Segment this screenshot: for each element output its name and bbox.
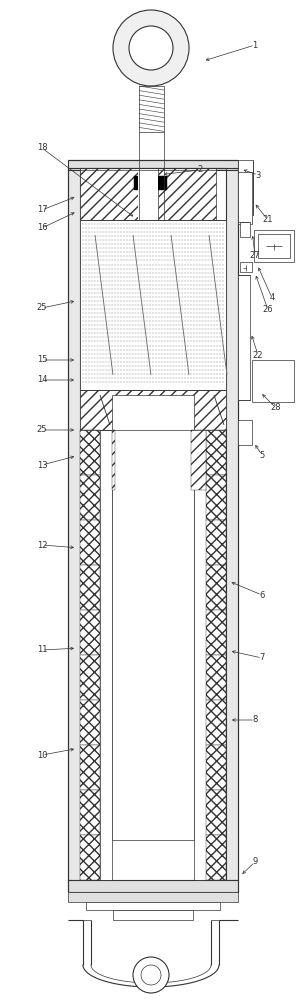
Bar	[80, 168, 138, 220]
Circle shape	[141, 965, 161, 985]
Bar	[112, 395, 194, 840]
Bar	[191, 430, 206, 490]
Text: 16: 16	[37, 224, 47, 232]
Bar	[155, 176, 167, 190]
Bar	[206, 520, 226, 565]
Text: 21: 21	[263, 216, 273, 225]
Bar	[240, 222, 250, 237]
Text: 1: 1	[252, 40, 258, 49]
Bar	[80, 520, 100, 565]
Bar	[80, 610, 100, 655]
Bar	[80, 430, 100, 475]
Bar	[80, 390, 226, 430]
Bar	[258, 234, 290, 258]
Text: 9: 9	[252, 857, 258, 866]
Text: 27: 27	[250, 251, 260, 260]
Bar	[206, 565, 226, 610]
Bar	[206, 430, 226, 475]
Bar	[139, 86, 164, 132]
Bar	[206, 700, 226, 745]
Circle shape	[129, 26, 173, 70]
Bar	[206, 610, 226, 655]
Bar	[238, 275, 250, 400]
Text: 28: 28	[271, 403, 281, 412]
Text: 17: 17	[37, 206, 47, 215]
Bar	[206, 655, 226, 700]
Bar	[80, 835, 100, 880]
Bar	[68, 168, 80, 880]
Bar	[112, 430, 115, 490]
Text: 13: 13	[37, 460, 47, 470]
Bar	[134, 176, 146, 190]
Bar	[80, 790, 100, 835]
Text: 22: 22	[253, 351, 263, 360]
Bar	[113, 910, 193, 920]
Bar	[226, 168, 238, 880]
Bar	[68, 892, 238, 902]
Bar	[80, 745, 100, 790]
Circle shape	[133, 957, 169, 993]
Text: 7: 7	[259, 654, 265, 662]
Bar	[206, 790, 226, 835]
Text: 25: 25	[37, 426, 47, 434]
Bar	[86, 902, 220, 910]
Text: 2: 2	[197, 165, 203, 174]
Bar	[206, 835, 226, 880]
Bar	[80, 220, 226, 390]
Bar	[238, 160, 253, 215]
Bar	[206, 475, 226, 520]
Bar	[100, 430, 112, 880]
Text: 18: 18	[37, 143, 47, 152]
Text: 5: 5	[259, 450, 265, 460]
Text: 14: 14	[37, 375, 47, 384]
Bar	[68, 160, 238, 170]
Bar	[80, 700, 100, 745]
Text: 15: 15	[37, 356, 47, 364]
Text: 8: 8	[252, 716, 258, 724]
Bar	[80, 565, 100, 610]
Bar	[80, 655, 100, 700]
Text: 6: 6	[259, 590, 265, 599]
Bar	[252, 360, 294, 402]
Bar	[254, 230, 294, 262]
Bar	[238, 420, 252, 445]
Bar	[240, 262, 252, 272]
Text: 10: 10	[37, 750, 47, 760]
Bar	[158, 168, 216, 220]
Bar	[68, 880, 238, 892]
Bar	[194, 430, 206, 880]
Text: 12: 12	[37, 540, 47, 550]
Bar	[80, 475, 100, 520]
Text: 11: 11	[37, 646, 47, 654]
Text: 26: 26	[263, 306, 273, 314]
Text: 3: 3	[255, 170, 261, 180]
Text: 25: 25	[37, 304, 47, 312]
Circle shape	[113, 10, 189, 86]
Bar	[138, 168, 158, 220]
Bar	[206, 745, 226, 790]
Bar	[238, 172, 252, 224]
Text: 4: 4	[269, 294, 275, 302]
